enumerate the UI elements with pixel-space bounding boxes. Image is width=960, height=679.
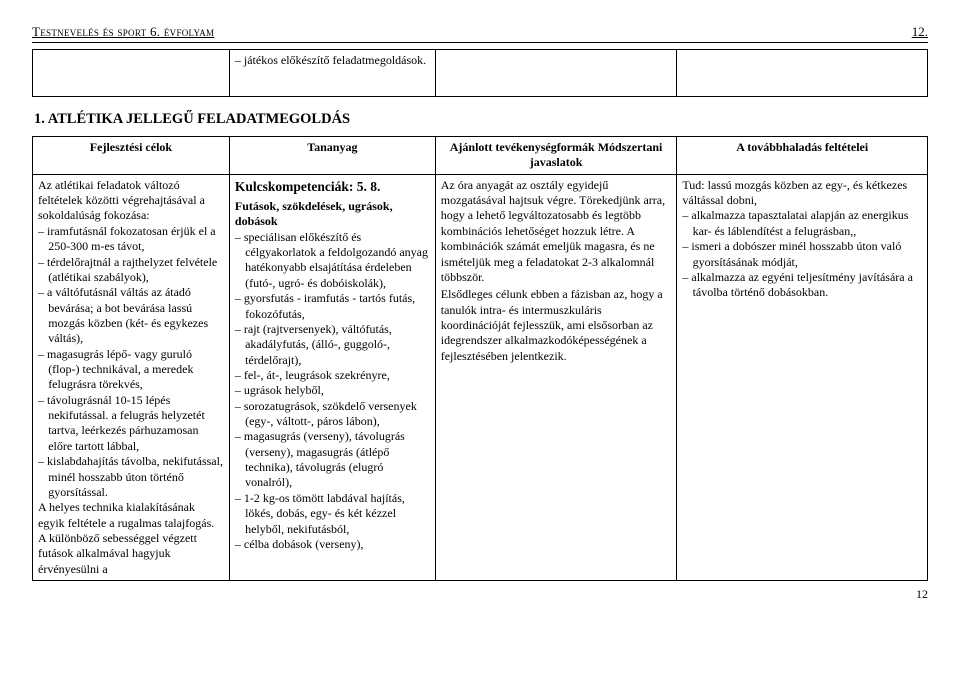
table-row: játékos előkészítő feladatmegoldások.	[33, 50, 928, 97]
cell-modszertan: Az óra anyagát az osztály egyidejű mozga…	[435, 174, 677, 580]
col-header: Fejlesztési célok	[33, 137, 230, 175]
list-item: alkalmazza tapasztalatai alapján az ener…	[682, 208, 922, 239]
cell	[677, 50, 928, 97]
curriculum-table: Fejlesztési célok Tananyag Ajánlott tevé…	[32, 136, 928, 581]
intro-text: Az atlétikai feladatok változó feltétele…	[38, 178, 224, 224]
cell-tovabbhaladas: Tud: lassú mozgás közben az egy-, és két…	[677, 174, 928, 580]
section-title: 1. ATLÉTIKA JELLEGŰ FELADATMEGOLDÁS	[34, 111, 928, 128]
list-item: fel-, át-, leugrások szekrényre,	[235, 368, 430, 383]
subheading: Futások, szökdelések, ugrások, dobások	[235, 199, 430, 230]
cell: játékos előkészítő feladatmegoldások.	[229, 50, 435, 97]
list-item: ugrások helyből,	[235, 383, 430, 398]
header-rule	[32, 42, 928, 43]
cell	[33, 50, 230, 97]
section-number: 1.	[34, 111, 45, 127]
col-header: A továbbhaladás feltételei	[677, 137, 928, 175]
list-item: magasugrás lépő- vagy guruló (flop-) tec…	[38, 347, 224, 393]
criteria-list: Tud: lassú mozgás közben az egy-, és két…	[682, 178, 922, 301]
col-header: Ajánlott tevékenységformák Módszertani j…	[435, 137, 677, 175]
list-item: magasugrás (verseny), távolugrás (versen…	[235, 429, 430, 490]
doc-header-title: Testnevelés és sport 6. évfolyam	[32, 24, 214, 40]
material-list: speciálisan előkészítő és célgyakorlatok…	[235, 230, 430, 553]
list-item: alkalmazza az egyéni teljesítmény javítá…	[682, 270, 922, 301]
cell-fejlesztesi: Az atlétikai feladatok változó feltétele…	[33, 174, 230, 580]
cell	[435, 50, 677, 97]
section-heading: ATLÉTIKA JELLEGŰ FELADATMEGOLDÁS	[48, 111, 350, 127]
list-item: ismeri a dobószer minél hosszabb úton va…	[682, 239, 922, 270]
paragraph: A helyes technika kialakításának egyik f…	[38, 500, 224, 577]
cell-tananyag: Kulcskompetenciák: 5. 8. Futások, szökde…	[229, 174, 435, 580]
list-item: gyorsfutás - iramfutás - tartós futás, f…	[235, 291, 430, 322]
list-item: 1-2 kg-os tömött labdával hajítás, lökés…	[235, 491, 430, 537]
list-item: játékos előkészítő feladatmegoldások.	[235, 53, 430, 68]
table-header-row: Fejlesztési célok Tananyag Ajánlott tevé…	[33, 137, 928, 175]
list-item: kislabdahajítás távolba, nekifutással, m…	[38, 454, 224, 500]
top-fragment-table: játékos előkészítő feladatmegoldások.	[32, 49, 928, 97]
list-item: sorozatugrások, szökdelő versenyek (egy-…	[235, 399, 430, 430]
goal-list: iramfutásnál fokozatosan érjük el a 250-…	[38, 224, 224, 500]
list-item: speciálisan előkészítő és célgyakorlatok…	[235, 230, 430, 291]
list-item: térdelőrajtnál a rajthelyzet felvétele (…	[38, 255, 224, 286]
paragraph: Elsődleges célunk ebben a fázisban az, h…	[441, 287, 672, 364]
list-item: Tud: lassú mozgás közben az egy-, és két…	[682, 178, 922, 209]
col-header: Tananyag	[229, 137, 435, 175]
list-item: célba dobások (verseny),	[235, 537, 430, 552]
list-item: iramfutásnál fokozatosan érjük el a 250-…	[38, 224, 224, 255]
doc-header-page: 12.	[912, 24, 928, 40]
footer-page-number: 12	[32, 587, 928, 602]
paragraph: Az óra anyagát az osztály egyidejű mozga…	[441, 178, 672, 286]
list-item: a váltófutásnál váltás az átadó bevárása…	[38, 285, 224, 346]
kulcskompetencia: Kulcskompetenciák: 5. 8.	[235, 178, 430, 195]
table-row: Az atlétikai feladatok változó feltétele…	[33, 174, 928, 580]
list-item: távolugrásnál 10-15 lépés nekifutással. …	[38, 393, 224, 454]
list-item: rajt (rajtversenyek), váltófutás, akadál…	[235, 322, 430, 368]
